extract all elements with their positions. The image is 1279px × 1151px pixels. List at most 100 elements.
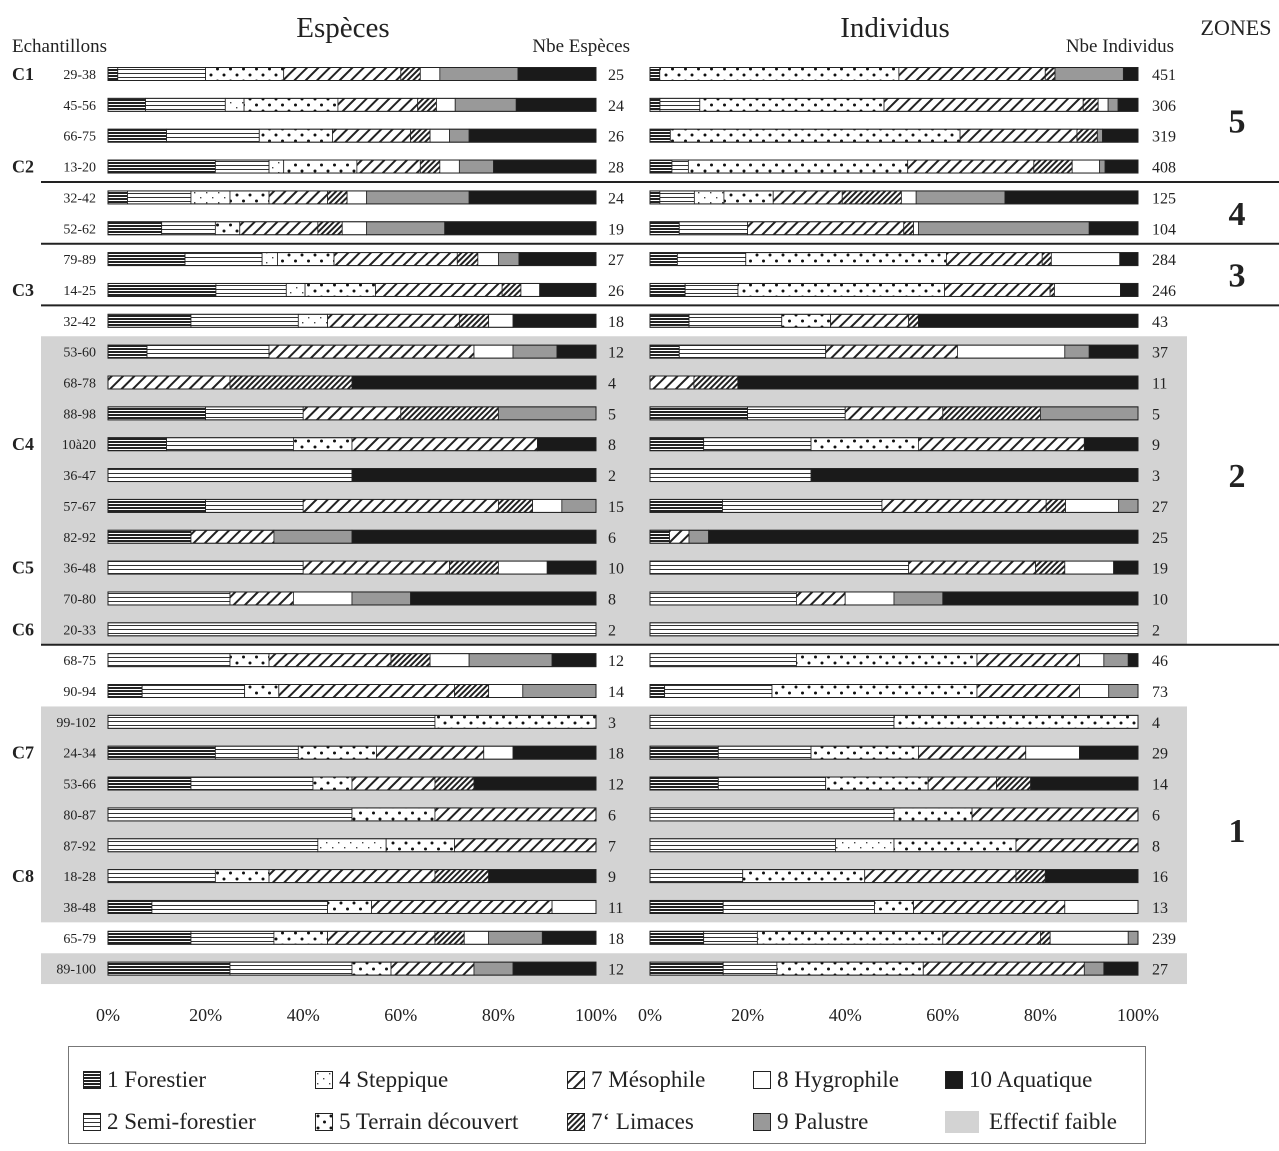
individuals-x-tick-label: 80% xyxy=(1024,1005,1057,1025)
species-bar-segment-9 xyxy=(512,344,558,359)
individuals-bar-segment-5 xyxy=(699,97,885,112)
individuals-bar-outline xyxy=(649,653,1139,668)
individuals-bar-segment-10 xyxy=(708,529,1139,544)
sample-row: 36-47 2 3 xyxy=(63,468,1160,485)
species-bar-segment-2 xyxy=(107,807,353,822)
species-bar-outline xyxy=(107,97,597,112)
species-count-header: Nbe Espèces xyxy=(532,36,630,57)
individuals-bar-segment-5 xyxy=(659,67,900,81)
species-bar-segment-10 xyxy=(515,97,597,112)
individuals-bar-segment-1 xyxy=(649,97,661,112)
sample-label: 32-42 xyxy=(63,191,96,206)
individuals-bar-segment-5 xyxy=(687,159,909,174)
species-bar-outline xyxy=(107,344,597,359)
individuals-bar-outline xyxy=(649,159,1139,174)
species-bar-segment-10 xyxy=(512,961,597,976)
individuals-bar-segment-2 xyxy=(659,190,695,205)
individuals-bar-segment-8 xyxy=(844,591,895,606)
species-bar-segment-8 xyxy=(551,900,597,914)
individuals-bar-segment-7 xyxy=(913,900,1066,914)
legend-label: 4 Steppique xyxy=(339,1067,449,1092)
species-bar-outline xyxy=(107,313,597,328)
species-bar-outline xyxy=(107,653,597,668)
species-bar-segment-2 xyxy=(166,128,260,143)
species-bar-segment-2 xyxy=(107,869,216,883)
species-bar-segment-7 xyxy=(375,283,503,297)
individuals-bar-segment-5 xyxy=(825,776,929,791)
species-bar-segment-7 xyxy=(356,159,421,174)
x-axis-ticks: 0% 20% 40% 60% 80% 100% 0% 20% 40% 60% 80% 100% xyxy=(96,1005,1159,1025)
species-bar-segment-1 xyxy=(107,961,231,976)
species-bar-segment-1 xyxy=(107,529,192,544)
sample-row: 68-75 12 46 xyxy=(63,653,1168,670)
species-bar-outline xyxy=(107,807,597,822)
individuals-bar-segment-2 xyxy=(649,468,812,482)
individuals-bar-segment-7 xyxy=(796,591,846,606)
species-panel-title: Espèces xyxy=(296,12,389,44)
individuals-bar-segment-5 xyxy=(893,714,1139,729)
individuals-bar-outline xyxy=(649,468,1139,483)
individuals-bar-segment-7L xyxy=(1049,283,1055,297)
individuals-bar-segment-1 xyxy=(649,190,661,205)
individuals-bar-segment-7 xyxy=(918,745,1027,760)
individuals-bar-segment-1 xyxy=(649,900,724,914)
species-bar-segment-1 xyxy=(107,283,217,297)
legend-label: 1 Forestier xyxy=(107,1067,207,1092)
species-bar-outline xyxy=(107,684,597,698)
individuals-bar-segment-9 xyxy=(1108,684,1139,698)
sample-label: 38-48 xyxy=(63,901,96,916)
individuals-bar-segment-1 xyxy=(649,313,690,328)
individuals-bar-segment-7 xyxy=(864,869,1017,883)
species-bar-segment-7 xyxy=(333,252,458,267)
species-count-label: 6 xyxy=(608,530,616,547)
legend-item-terrain-decouvert: 5 Terrain découvert xyxy=(315,1109,518,1135)
sample-row: 57-67 15 27 xyxy=(63,498,1168,516)
sample-row: C7 24-34 18 29 xyxy=(12,743,1168,763)
individuals-bar-outline xyxy=(649,498,1139,513)
species-bar-segment-4 xyxy=(285,283,306,297)
species-bar-segment-1 xyxy=(107,498,206,513)
species-count-label: 12 xyxy=(608,962,624,979)
sample-row: C2 13-20 28 408 xyxy=(12,157,1176,177)
species-count-label: 6 xyxy=(608,807,616,824)
species-bar-segment-1 xyxy=(107,221,163,236)
species-bar-segment-7 xyxy=(302,560,451,575)
individuals-bar-outline xyxy=(649,899,1139,914)
sample-label: 68-78 xyxy=(63,377,96,392)
individuals-bar-segment-9 xyxy=(1099,159,1106,174)
hygrophile-swatch-icon xyxy=(753,1071,771,1089)
species-bar-outline xyxy=(107,838,597,853)
species-bar-segment-9 xyxy=(458,159,494,174)
legend-item-steppique: 4 Steppique xyxy=(315,1067,448,1093)
species-bar-segment-7 xyxy=(454,838,597,853)
sample-row: 87-92 7 8 xyxy=(63,838,1160,855)
species-bar-segment-2 xyxy=(161,221,216,236)
species-bar-segment-5 xyxy=(351,807,436,822)
species-bar-segment-7L xyxy=(497,498,533,513)
species-x-tick-label: 0% xyxy=(96,1005,120,1025)
individuals-bar-outline xyxy=(649,437,1139,452)
individuals-bar-outline xyxy=(649,282,1139,297)
individuals-bar-segment-7L xyxy=(942,406,1041,421)
individuals-bar-outline xyxy=(649,869,1139,884)
sample-label: 53-66 xyxy=(63,778,96,793)
individuals-bar-segment-10 xyxy=(1079,745,1139,760)
species-x-tick-label: 100% xyxy=(575,1005,617,1025)
species-bar-segment-2 xyxy=(215,283,287,297)
species-bar-segment-9 xyxy=(366,190,470,205)
individuals-bar-segment-1 xyxy=(649,498,723,513)
sample-row: C8 18-28 9 16 xyxy=(12,866,1168,886)
sample-label: 66-75 xyxy=(63,130,96,145)
individuals-bar-segment-1 xyxy=(649,745,719,760)
sample-row: 32-42 18 43 xyxy=(63,313,1168,331)
individuals-bar-segment-7 xyxy=(649,375,695,390)
sample-label: 87-92 xyxy=(63,839,96,854)
sample-label: 79-89 xyxy=(63,253,96,268)
species-bar-segment-9 xyxy=(561,498,597,513)
species-bar-outline xyxy=(107,468,597,483)
individuals-bar-segment-5 xyxy=(669,128,961,143)
individuals-bar-segment-10 xyxy=(1113,560,1139,575)
species-bar-segment-7L xyxy=(400,406,499,421)
species-count-label: 19 xyxy=(608,221,624,238)
species-bar-segment-10 xyxy=(537,437,597,452)
